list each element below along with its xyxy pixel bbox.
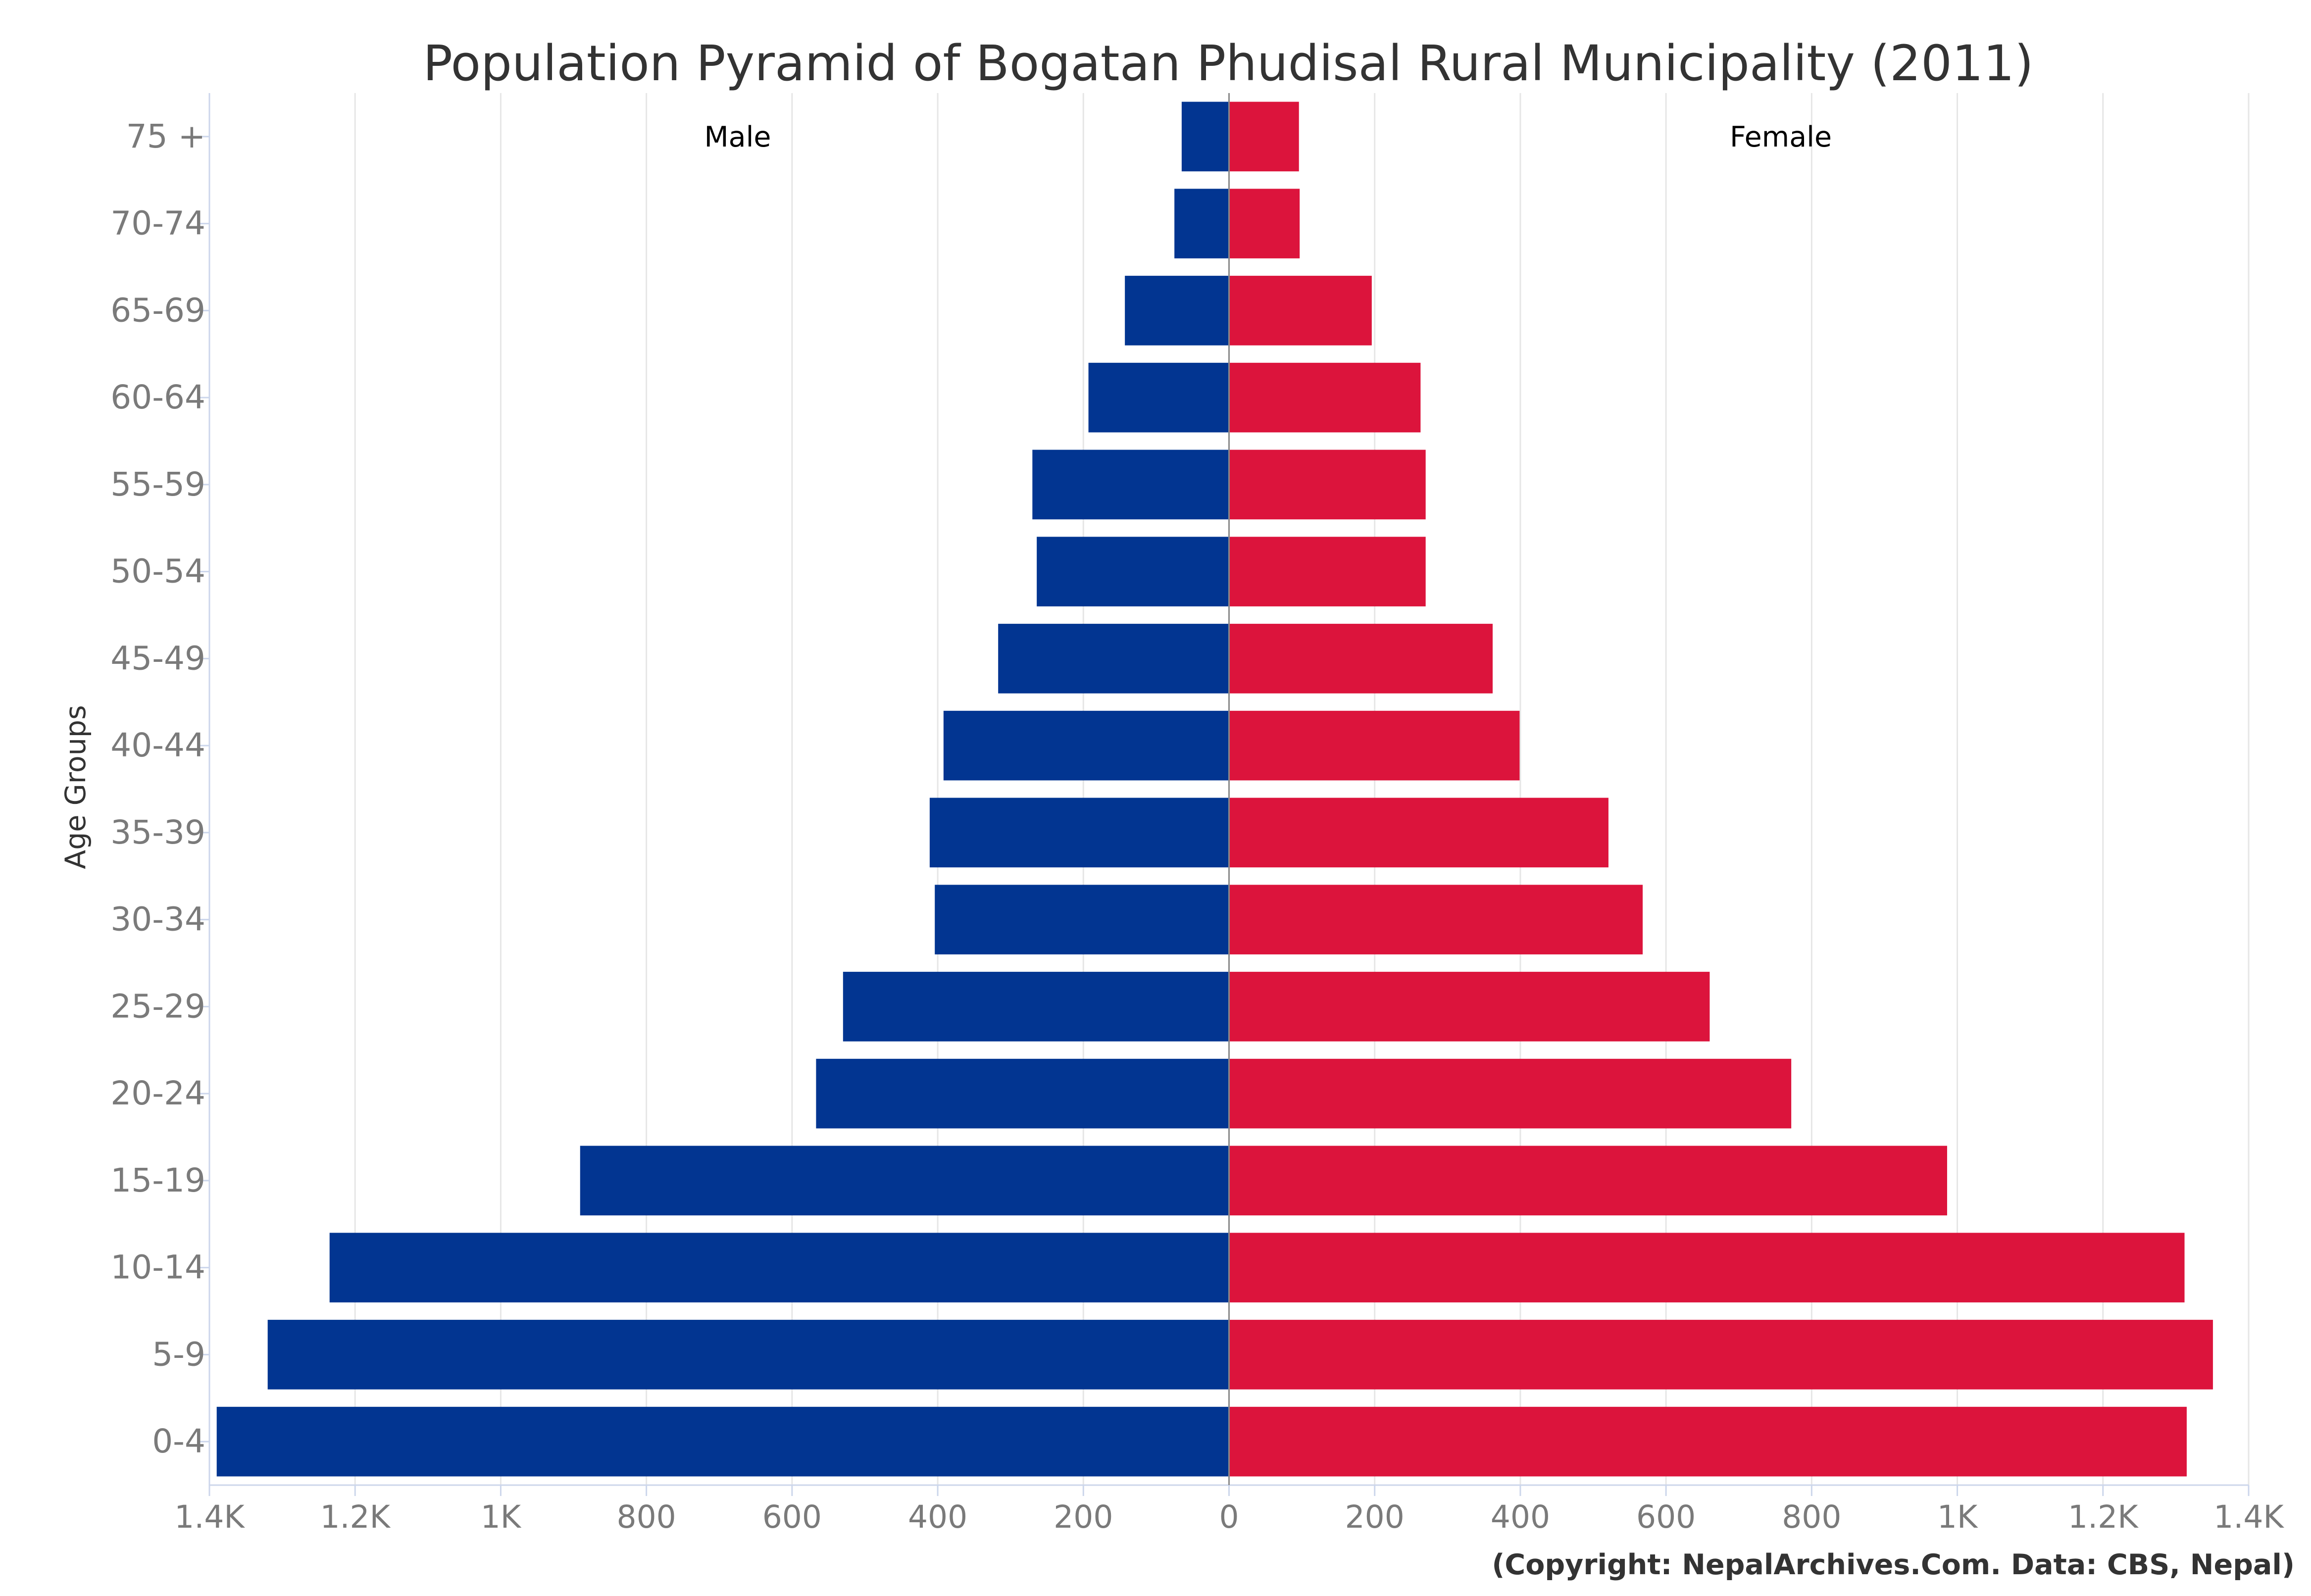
y-tick-label: 45-49 — [110, 639, 205, 677]
bar-male — [929, 798, 1229, 868]
chart-title: Population Pyramid of Bogatan Phudisal R… — [423, 35, 2033, 92]
y-tick-label: 75 + — [126, 117, 205, 155]
bar-female — [1229, 624, 1493, 694]
y-tick-label: 5-9 — [152, 1335, 205, 1373]
series-label-female: Female — [1730, 121, 1832, 153]
x-tick-label: 1K — [1937, 1499, 1978, 1535]
series-label-male: Male — [704, 121, 771, 153]
x-tick-label: 200 — [1345, 1499, 1405, 1535]
bar-male — [816, 1058, 1229, 1129]
bar-female — [1229, 276, 1372, 346]
y-tick-label: 60-64 — [110, 378, 205, 416]
y-axis-title: Age Groups — [59, 705, 92, 869]
bars — [216, 101, 2213, 1477]
bar-male — [580, 1146, 1229, 1216]
x-tick-label: 1.2K — [320, 1499, 391, 1535]
bar-female — [1229, 1233, 2185, 1302]
y-tick-label: 35-39 — [110, 813, 205, 851]
bar-male — [329, 1233, 1229, 1302]
bar-male — [998, 624, 1229, 694]
bar-male — [216, 1406, 1229, 1477]
x-tick-label: 1K — [481, 1499, 522, 1535]
bar-female — [1229, 362, 1421, 433]
x-tick-label: 400 — [1491, 1499, 1550, 1535]
bar-female — [1229, 1320, 2213, 1390]
x-tick-label: 800 — [1782, 1499, 1841, 1535]
bar-female — [1229, 798, 1608, 868]
y-tick-label: 50-54 — [110, 552, 205, 591]
chart-credit: (Copyright: NepalArchives.Com. Data: CBS… — [1492, 1548, 2295, 1581]
bar-female — [1229, 1058, 1792, 1129]
x-tick-label: 1.4K — [2213, 1499, 2284, 1535]
bar-male — [1088, 362, 1229, 433]
y-tick-label: 70-74 — [110, 204, 205, 243]
bar-male — [843, 972, 1229, 1042]
y-tick-label: 40-44 — [110, 726, 205, 764]
bar-male — [1037, 537, 1229, 606]
x-tick-label: 600 — [762, 1499, 822, 1535]
bar-female — [1229, 537, 1426, 606]
x-tick-label: 400 — [908, 1499, 967, 1535]
bar-male — [943, 710, 1229, 781]
y-tick-label: 0-4 — [152, 1422, 205, 1460]
x-tick-label: 800 — [617, 1499, 676, 1535]
bar-male — [1174, 189, 1229, 258]
x-tick-label: 0 — [1219, 1499, 1239, 1535]
y-tick-label: 55-59 — [110, 465, 205, 503]
bar-female — [1229, 1146, 1947, 1216]
x-tick-label: 1.2K — [2068, 1499, 2139, 1535]
bar-female — [1229, 1406, 2187, 1477]
bar-male — [1032, 449, 1229, 520]
x-tick-label: 600 — [1636, 1499, 1696, 1535]
y-tick-label: 30-34 — [110, 900, 205, 939]
bar-female — [1229, 885, 1643, 954]
axes: 1.4K 1.2K 1K 800 600 400 200 0 200 400 600 800 1K 1.2… — [110, 93, 2284, 1535]
bar-male — [1125, 276, 1229, 346]
bar-female — [1229, 449, 1426, 520]
bar-female — [1229, 972, 1710, 1042]
y-tick-label: 65-69 — [110, 291, 205, 329]
y-tick-label: 25-29 — [110, 987, 205, 1025]
y-tick-label: 15-19 — [110, 1161, 205, 1199]
y-tick-label: 10-14 — [110, 1248, 205, 1287]
bar-female — [1229, 189, 1300, 258]
y-tick-label: 20-24 — [110, 1074, 205, 1112]
x-tick-label: 1.4K — [174, 1499, 245, 1535]
x-tick-label: 200 — [1054, 1499, 1113, 1535]
bar-male — [1181, 101, 1229, 172]
bar-female — [1229, 101, 1299, 172]
bar-male — [935, 885, 1229, 954]
bar-female — [1229, 710, 1520, 781]
bar-male — [267, 1320, 1229, 1390]
